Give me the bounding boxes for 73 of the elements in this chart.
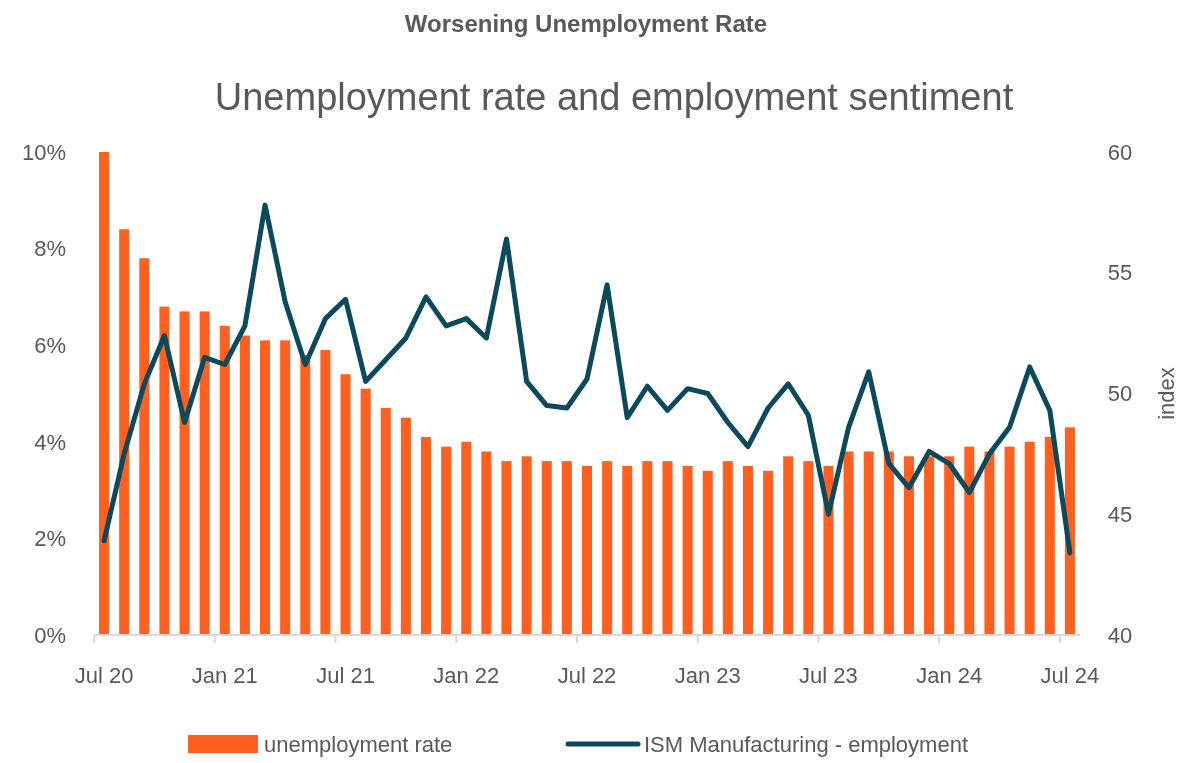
bar bbox=[239, 335, 250, 635]
y-tick-label: 6% bbox=[34, 332, 66, 358]
bar bbox=[400, 417, 411, 635]
legend-label: unemployment rate bbox=[264, 731, 453, 757]
bar bbox=[642, 461, 653, 635]
bar bbox=[783, 456, 794, 635]
bar bbox=[159, 306, 170, 635]
bar bbox=[581, 465, 593, 635]
bar bbox=[722, 461, 733, 635]
bar bbox=[1004, 446, 1015, 635]
bar bbox=[622, 465, 633, 635]
bar bbox=[119, 229, 130, 635]
y-tick-label: 0% bbox=[34, 622, 66, 648]
bar bbox=[461, 441, 472, 635]
y-tick-label: 10% bbox=[21, 139, 66, 165]
bar bbox=[219, 325, 230, 635]
bar bbox=[883, 451, 894, 635]
bar bbox=[662, 461, 673, 635]
bar bbox=[803, 461, 814, 635]
bar bbox=[99, 152, 110, 635]
bar bbox=[763, 470, 774, 635]
bar bbox=[903, 456, 914, 635]
x-tick-label: Jul 23 bbox=[799, 663, 858, 688]
y-tick-label: 2% bbox=[34, 526, 66, 552]
bar bbox=[300, 354, 311, 635]
y2-tick-label: 55 bbox=[1107, 260, 1133, 286]
x-tick-label: Jan 24 bbox=[916, 663, 983, 688]
x-tick-label: Jan 22 bbox=[433, 663, 500, 688]
bar bbox=[541, 461, 552, 635]
x-tick-label: Jan 23 bbox=[674, 663, 741, 688]
chart-subtitle: Unemployment rate and employment sentiment bbox=[214, 76, 1014, 118]
bar bbox=[984, 451, 995, 635]
bar bbox=[179, 311, 190, 635]
bar bbox=[320, 350, 331, 635]
bar bbox=[682, 465, 693, 635]
legend-label: ISM Manufacturing - employment bbox=[644, 731, 969, 757]
bar bbox=[380, 407, 391, 635]
bar bbox=[863, 451, 874, 635]
bar bbox=[340, 374, 351, 635]
bar bbox=[139, 258, 150, 635]
y2-axis-title: index bbox=[1154, 367, 1179, 420]
y-tick-label: 4% bbox=[34, 429, 66, 455]
x-tick-label: Jul 21 bbox=[316, 663, 375, 688]
chart-title: Worsening Unemployment Rate bbox=[404, 10, 768, 37]
y2-tick-label: 50 bbox=[1107, 381, 1133, 407]
x-tick-label: Jul 20 bbox=[74, 663, 134, 688]
bar bbox=[944, 456, 955, 635]
bar bbox=[280, 340, 291, 635]
y-tick-label: 8% bbox=[34, 236, 66, 262]
bar bbox=[501, 461, 512, 635]
x-tick-label: Jul 22 bbox=[557, 663, 617, 688]
y2-tick-label: 60 bbox=[1107, 139, 1133, 165]
bar bbox=[1044, 436, 1055, 635]
bar bbox=[481, 451, 492, 635]
y2-tick-label: 45 bbox=[1107, 501, 1133, 527]
bar bbox=[199, 311, 210, 635]
bar bbox=[360, 388, 371, 635]
bar bbox=[561, 461, 572, 635]
bar bbox=[1024, 441, 1035, 635]
y2-tick-label: 40 bbox=[1107, 622, 1133, 648]
bar bbox=[964, 446, 975, 635]
x-tick-label: Jan 21 bbox=[191, 663, 258, 688]
x-tick-label: Jul 24 bbox=[1040, 663, 1100, 688]
bar bbox=[602, 461, 613, 635]
bar bbox=[521, 456, 532, 635]
bar bbox=[742, 465, 754, 635]
bar bbox=[702, 470, 713, 635]
bar bbox=[843, 451, 854, 635]
bar bbox=[441, 446, 452, 635]
bar bbox=[924, 456, 935, 635]
bar bbox=[260, 340, 271, 635]
bar bbox=[1064, 427, 1075, 635]
bar bbox=[420, 436, 432, 635]
